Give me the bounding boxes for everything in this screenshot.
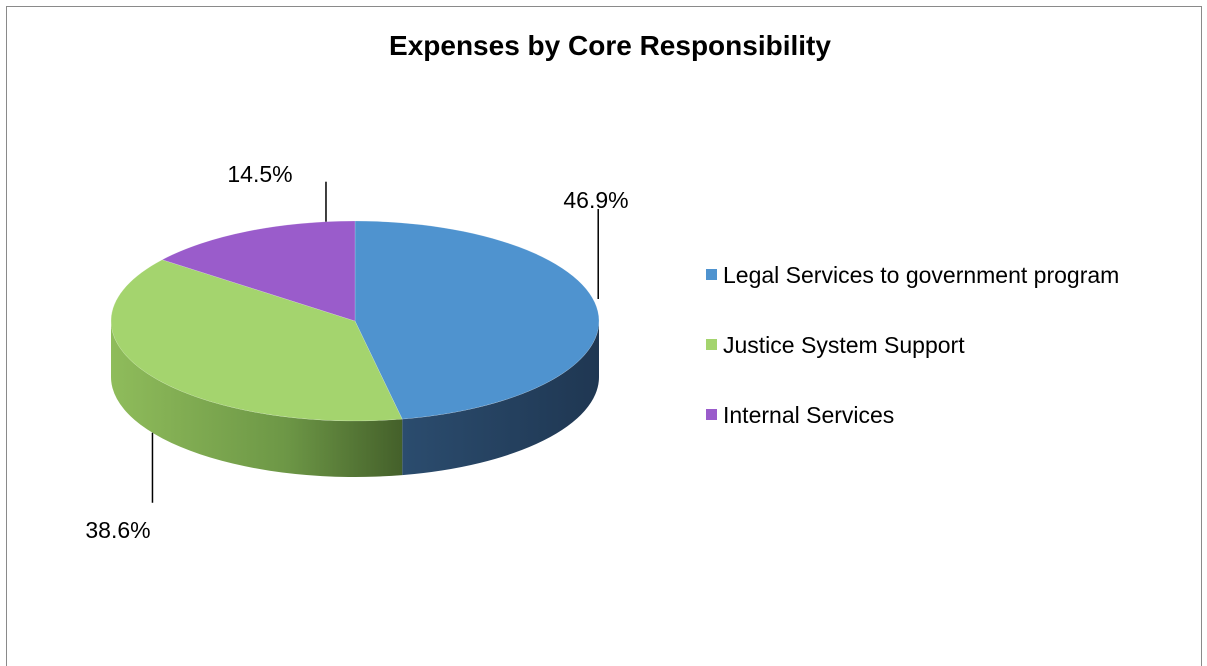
pie-slice-side bbox=[402, 321, 599, 476]
pie-slice-side bbox=[111, 321, 403, 477]
legend-label: Legal Services to government program bbox=[723, 262, 1120, 288]
legend-label: Justice System Support bbox=[723, 332, 965, 358]
pie-slice bbox=[161, 220, 356, 322]
data-label: 46.9% bbox=[563, 187, 628, 213]
legend-label: Internal Services bbox=[723, 402, 895, 428]
data-label: 38.6% bbox=[85, 517, 150, 543]
data-label: 14.5% bbox=[227, 161, 292, 187]
legend-swatch bbox=[706, 339, 717, 350]
pie-slice bbox=[110, 259, 403, 422]
legend-swatch bbox=[706, 409, 717, 420]
chart-title: Expenses by Core Responsibility bbox=[389, 30, 831, 61]
legend-swatch bbox=[706, 269, 717, 280]
pie-slice bbox=[354, 220, 600, 420]
